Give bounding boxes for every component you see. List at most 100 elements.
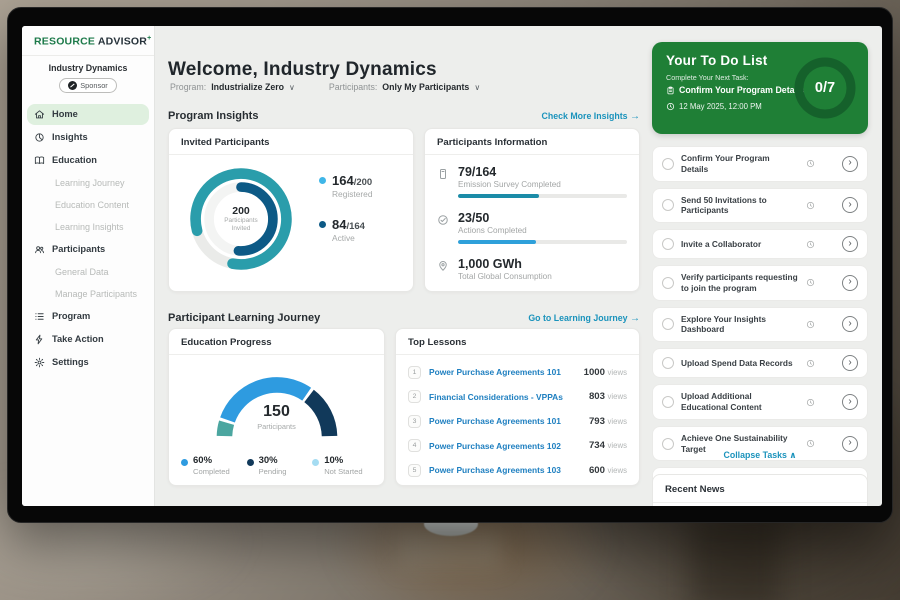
link-label: Check More Insights [541,110,628,121]
sidebar-item[interactable]: Manage Participants [27,284,149,304]
lesson-row: 4 Power Purchase Agreements 102 734 view… [408,434,627,459]
stat-label: Total Global Consumption [458,272,552,281]
background-dark-band [690,520,780,600]
sidebar-item-label: Learning Journey [55,177,125,188]
clock-icon [666,102,675,111]
go-to-learning-journey-link[interactable]: Go to Learning Journey → [528,313,640,324]
task-checkbox[interactable] [662,199,674,212]
sidebar-item-label: Education Content [55,199,130,210]
stat-label: Emission Survey Completed [458,180,561,189]
sidebar-item[interactable]: Education [27,150,149,171]
participants-count: 150 [263,403,290,420]
stat-icon [437,168,449,180]
sidebar-item-icon [34,311,45,322]
filter-bar: Program: Industrialize Zero ∨ Participan… [170,82,480,92]
todo-task-row[interactable]: Upload Spend Data Records › [652,348,868,379]
sidebar-item[interactable]: Take Action [27,329,149,350]
top-lessons-card: Top Lessons 1 Power Purchase Agreements … [395,328,640,486]
todo-progress-count: 0/7 [814,80,836,96]
sidebar-item[interactable]: Settings [27,352,149,373]
todo-task-row[interactable]: Achieve One Sustainability Target › [652,425,868,462]
todo-task-row[interactable]: Upload Additional Educational Content › [652,384,868,420]
task-open-button[interactable]: › [842,435,858,452]
check-more-insights-link[interactable]: Check More Insights → [542,111,641,122]
task-open-button[interactable]: › [842,155,858,172]
lesson-link[interactable]: Power Purchase Agreements 101 [429,367,561,378]
todo-task-row[interactable]: Explore Your Insights Dashboard › [652,306,868,343]
legend-dot [181,459,188,466]
chevron-right-icon: › [848,198,852,210]
task-label: Invite a Collaborator [681,238,762,249]
todo-hero-panel: Your To Do List Complete Your Next Task:… [652,42,868,134]
stat-value: 1,000 GWh [458,257,522,271]
recent-news-card: Recent News [652,474,868,506]
clock-icon [806,320,815,329]
task-open-button[interactable]: › [842,394,858,411]
collapse-tasks-link[interactable]: Collapse Tasks ∧ [723,450,797,460]
lesson-link[interactable]: Power Purchase Agreements 103 [429,465,561,476]
donut-svg [190,168,292,270]
sidebar-item-icon [34,244,45,255]
task-checkbox[interactable] [662,276,674,289]
sidebar-item[interactable]: Learning Journey [27,173,149,193]
sidebar-item[interactable]: Insights [27,127,149,148]
lesson-rank-badge: 5 [408,463,421,477]
task-label: Upload Additional Educational Content [681,391,762,413]
program-dropdown[interactable]: Program: Industrialize Zero ∨ [170,82,295,92]
task-checkbox[interactable] [662,157,674,170]
lesson-link[interactable]: Financial Considerations - VPPAs [429,391,563,402]
todo-next-task: Confirm Your Program Details [666,85,804,95]
card-title: Invited Participants [169,129,413,155]
chevron-right-icon: › [848,237,852,249]
task-open-button[interactable]: › [842,274,858,291]
resource-advisor-logo: RESOURCE ADVISOR+ [22,26,154,56]
task-open-button[interactable]: › [842,197,858,214]
progress-bar [458,240,627,244]
task-checkbox[interactable] [662,357,674,370]
lesson-link[interactable]: Power Purchase Agreements 102 [429,440,561,451]
todo-task-row[interactable]: Confirm Your Program Details › [652,146,868,182]
sidebar-item[interactable]: Learning Insights [27,217,149,237]
invited-count: 200 [232,204,250,217]
chevron-right-icon: › [848,317,852,329]
sidebar-item[interactable]: Home [27,103,149,125]
sidebar-item-label: Insights [52,132,88,142]
learning-journey-header: Participant Learning Journey Go to Learn… [168,312,640,324]
invited-donut-chart: 200 Participants Invited [183,161,299,277]
todo-task-row[interactable]: Send 50 Invitations to Participants › [652,187,868,224]
todo-task-row[interactable]: Invite a Collaborator › [652,229,868,260]
gauge-center-label: 150 Participants [204,403,350,431]
lesson-views: 803 views [588,391,627,403]
task-open-button[interactable]: › [842,316,858,333]
task-checkbox[interactable] [662,238,674,251]
legend-item: 10% Not Started [312,455,378,476]
task-checkbox[interactable] [662,437,674,450]
sidebar-item[interactable]: General Data [27,262,149,282]
task-checkbox[interactable] [662,318,674,331]
sidebar-item-icon [34,132,45,143]
gauge-legend: 60% Completed 30% Pending [181,455,378,476]
todo-task-row[interactable]: Verify participants requesting to join t… [652,265,868,301]
task-open-button[interactable]: › [842,236,858,253]
participants-value: Only My Participants [382,82,470,92]
lesson-link[interactable]: Power Purchase Agreements 101 [429,416,561,427]
task-checkbox[interactable] [662,396,674,409]
stat-value: 79/164 [458,165,497,179]
sidebar-item[interactable]: Program [27,306,149,327]
lesson-row: 3 Power Purchase Agreements 101 793 view… [408,409,627,434]
stat-label: Actions Completed [458,226,527,235]
task-label: Achieve One Sustainability Target [681,432,788,454]
stat-row: 23/50 Actions Completed [437,211,627,244]
clock-icon [806,278,815,287]
sidebar-item-icon [34,155,45,166]
lesson-rank-badge: 3 [408,414,421,428]
sidebar-item[interactable]: Education Content [27,195,149,215]
clock-icon [806,398,815,407]
sponsor-badge: Sponsor [59,77,117,93]
sidebar-item-label: Take Action [52,334,104,344]
sidebar-item-icon [34,357,45,368]
sidebar-item[interactable]: Participants [27,239,149,260]
participants-dropdown[interactable]: Participants: Only My Participants ∨ [329,82,480,92]
stat-row: 1,000 GWh Total Global Consumption [437,257,627,281]
task-open-button[interactable]: › [842,355,858,372]
